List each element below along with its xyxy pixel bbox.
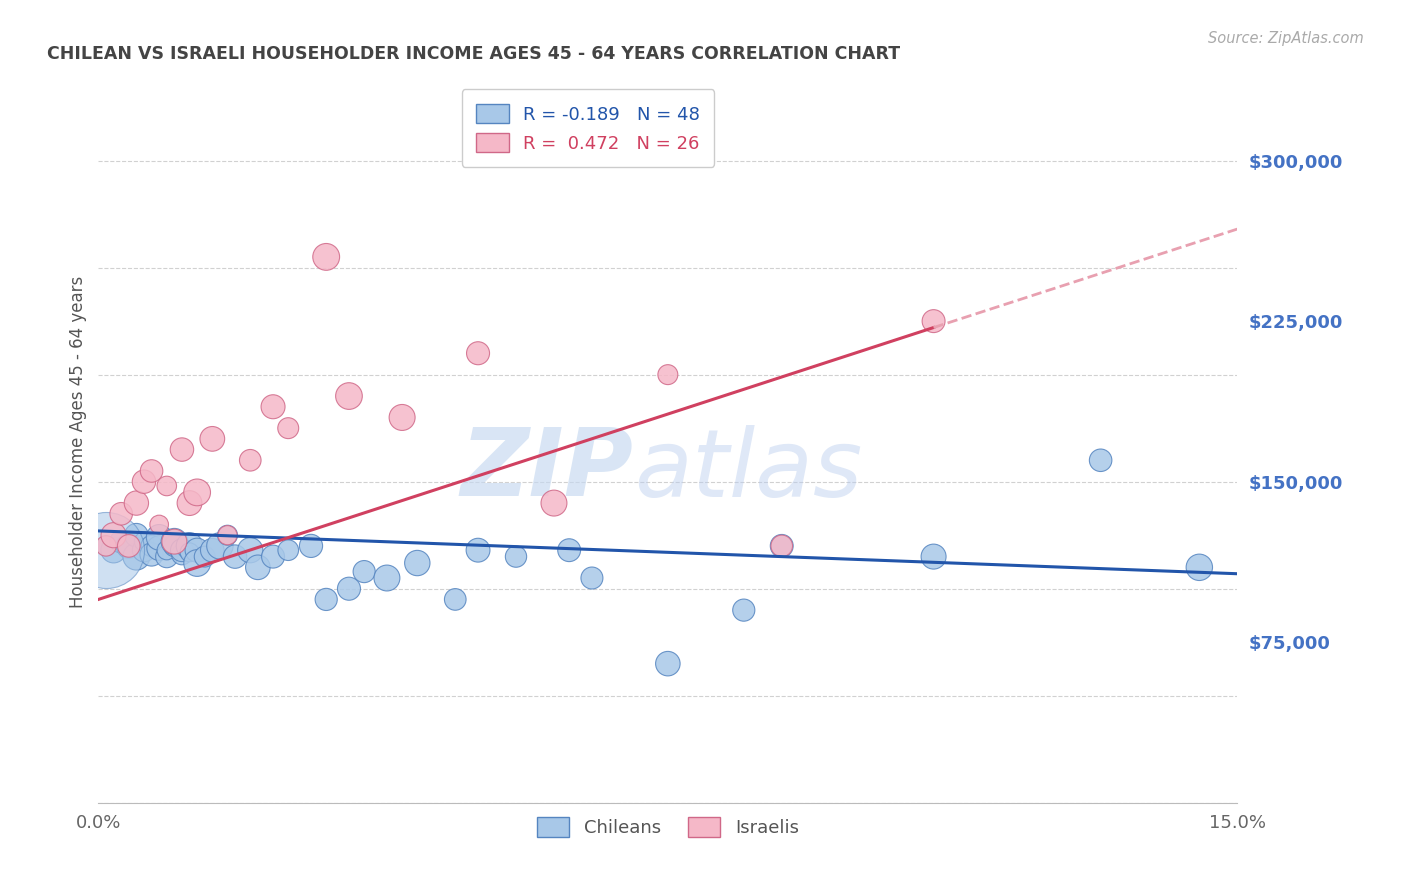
- Point: [217, 528, 239, 542]
- Text: Source: ZipAtlas.com: Source: ZipAtlas.com: [1208, 31, 1364, 46]
- Point: [770, 539, 793, 553]
- Point: [922, 314, 945, 328]
- Point: [315, 592, 337, 607]
- Point: [208, 539, 231, 553]
- Point: [148, 530, 170, 544]
- Point: [170, 442, 193, 457]
- Point: [337, 389, 360, 403]
- Point: [337, 582, 360, 596]
- Y-axis label: Householder Income Ages 45 - 64 years: Householder Income Ages 45 - 64 years: [69, 276, 87, 607]
- Point: [770, 539, 793, 553]
- Point: [156, 543, 179, 558]
- Point: [186, 485, 208, 500]
- Point: [277, 421, 299, 435]
- Point: [733, 603, 755, 617]
- Point: [657, 368, 679, 382]
- Point: [467, 543, 489, 558]
- Point: [467, 346, 489, 360]
- Point: [141, 464, 163, 478]
- Point: [125, 549, 148, 564]
- Point: [141, 548, 163, 562]
- Point: [132, 534, 155, 549]
- Point: [170, 543, 193, 558]
- Point: [118, 539, 141, 553]
- Point: [94, 539, 117, 553]
- Point: [239, 543, 262, 558]
- Point: [156, 479, 179, 493]
- Point: [1090, 453, 1112, 467]
- Point: [186, 543, 208, 558]
- Point: [262, 549, 284, 564]
- Point: [110, 534, 132, 549]
- Point: [186, 556, 208, 570]
- Point: [1188, 560, 1211, 574]
- Point: [179, 496, 201, 510]
- Point: [103, 543, 125, 558]
- Point: [239, 453, 262, 467]
- Point: [156, 549, 179, 564]
- Point: [179, 545, 201, 559]
- Point: [201, 432, 224, 446]
- Point: [163, 534, 186, 549]
- Point: [132, 543, 155, 558]
- Point: [224, 549, 246, 564]
- Text: atlas: atlas: [634, 425, 862, 516]
- Point: [657, 657, 679, 671]
- Point: [201, 543, 224, 558]
- Legend: Chileans, Israelis: Chileans, Israelis: [530, 810, 806, 845]
- Point: [246, 560, 269, 574]
- Point: [444, 592, 467, 607]
- Point: [141, 539, 163, 553]
- Point: [315, 250, 337, 264]
- Point: [125, 496, 148, 510]
- Point: [277, 543, 299, 558]
- Point: [194, 549, 217, 564]
- Point: [148, 517, 170, 532]
- Point: [375, 571, 398, 585]
- Point: [353, 565, 375, 579]
- Point: [170, 548, 193, 562]
- Point: [558, 543, 581, 558]
- Point: [110, 507, 132, 521]
- Point: [148, 541, 170, 555]
- Point: [391, 410, 413, 425]
- Point: [103, 528, 125, 542]
- Point: [163, 539, 186, 553]
- Point: [217, 528, 239, 542]
- Point: [543, 496, 565, 510]
- Point: [125, 528, 148, 542]
- Point: [179, 539, 201, 553]
- Point: [163, 534, 186, 549]
- Point: [132, 475, 155, 489]
- Point: [922, 549, 945, 564]
- Point: [505, 549, 527, 564]
- Point: [406, 556, 429, 570]
- Point: [94, 543, 117, 558]
- Text: CHILEAN VS ISRAELI HOUSEHOLDER INCOME AGES 45 - 64 YEARS CORRELATION CHART: CHILEAN VS ISRAELI HOUSEHOLDER INCOME AG…: [48, 45, 900, 63]
- Point: [581, 571, 603, 585]
- Point: [262, 400, 284, 414]
- Point: [299, 539, 322, 553]
- Text: ZIP: ZIP: [461, 425, 634, 516]
- Point: [118, 539, 141, 553]
- Point: [94, 539, 117, 553]
